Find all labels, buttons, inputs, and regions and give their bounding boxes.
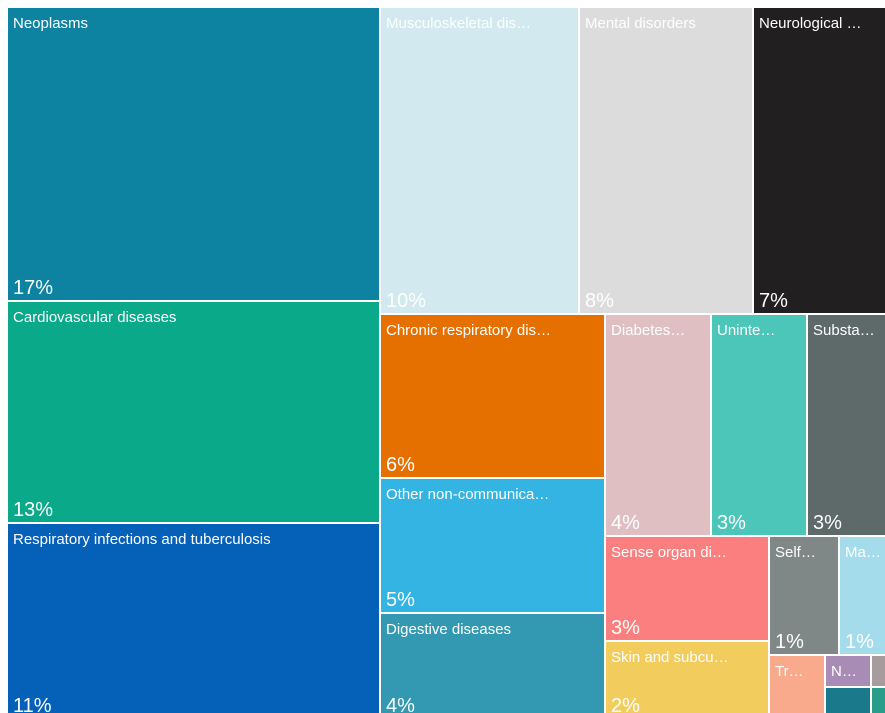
tile: N… bbox=[826, 656, 870, 686]
tile-value: 1% bbox=[845, 631, 874, 653]
tile bbox=[826, 688, 870, 713]
tile bbox=[872, 688, 885, 713]
tile-value: 2% bbox=[611, 695, 640, 713]
tile-rect bbox=[8, 524, 379, 713]
tile-value: 3% bbox=[813, 512, 842, 534]
tile-rect bbox=[872, 656, 885, 686]
tile-rect bbox=[8, 8, 379, 300]
tile-value: 7% bbox=[759, 290, 788, 312]
tile-label: Respiratory infections and tuberculosis bbox=[13, 531, 271, 548]
tile-label: Mental disorders bbox=[585, 15, 696, 32]
tile: Cardiovascular diseases 13% bbox=[8, 302, 379, 522]
tile-label: N… bbox=[831, 663, 857, 680]
tile-rect bbox=[770, 656, 824, 713]
tile-label: Diabetes… bbox=[611, 322, 685, 339]
tile: Musculoskeletal dis… 10% bbox=[381, 8, 578, 313]
tile-rect bbox=[381, 614, 604, 713]
tile: Sense organ di… 3% bbox=[606, 537, 768, 640]
tile-label: Neurological … bbox=[759, 15, 862, 32]
tile bbox=[872, 656, 885, 686]
tile: Substa… 3% bbox=[808, 315, 885, 535]
tile-label: Substa… bbox=[813, 322, 875, 339]
tile-value: 13% bbox=[13, 499, 53, 521]
tile: Diabetes… 4% bbox=[606, 315, 710, 535]
tile: Respiratory infections and tuberculosis 1… bbox=[8, 524, 379, 713]
tile-rect bbox=[808, 315, 885, 535]
tile-label: Chronic respiratory dis… bbox=[386, 322, 551, 339]
tile-rect bbox=[712, 315, 806, 535]
tile-rect bbox=[381, 479, 604, 612]
tile-rect bbox=[770, 537, 838, 654]
tile-label: Cardiovascular diseases bbox=[13, 309, 176, 326]
tile-value: 3% bbox=[717, 512, 746, 534]
tile-value: 4% bbox=[386, 695, 415, 713]
tile-label: Neoplasms bbox=[13, 15, 88, 32]
tile-value: 1% bbox=[775, 631, 804, 653]
tile: Digestive diseases 4% bbox=[381, 614, 604, 713]
tile-value: 10% bbox=[386, 290, 426, 312]
tile-value: 17% bbox=[13, 277, 53, 299]
tile-value: 3% bbox=[611, 617, 640, 639]
tile-value: 8% bbox=[585, 290, 614, 312]
tile-rect bbox=[754, 8, 885, 313]
tile: Neoplasms 17% bbox=[8, 8, 379, 300]
tile: Tr… bbox=[770, 656, 824, 713]
tile-label: Digestive diseases bbox=[386, 621, 511, 638]
tile-label: Sense organ di… bbox=[611, 544, 727, 561]
tile: Neurological … 7% bbox=[754, 8, 885, 313]
tile-rect bbox=[840, 537, 885, 654]
tile: Skin and subcu… 2% bbox=[606, 642, 768, 713]
tile-rect bbox=[606, 537, 768, 640]
tile-rect bbox=[826, 688, 870, 713]
tile-label: Musculoskeletal dis… bbox=[386, 15, 531, 32]
tile-value: 4% bbox=[611, 512, 640, 534]
tile-rect bbox=[606, 315, 710, 535]
tile: Uninte… 3% bbox=[712, 315, 806, 535]
tile-label: Uninte… bbox=[717, 322, 775, 339]
tile-value: 6% bbox=[386, 454, 415, 476]
tile-label: Skin and subcu… bbox=[611, 649, 729, 666]
tile: Mental disorders 8% bbox=[580, 8, 752, 313]
tile: Other non-communica… 5% bbox=[381, 479, 604, 612]
tile-label: Other non-communica… bbox=[386, 486, 549, 503]
tile-rect bbox=[826, 656, 870, 686]
tile-rect bbox=[580, 8, 752, 313]
tile: Self… 1% bbox=[770, 537, 838, 654]
tile: Chronic respiratory dis… 6% bbox=[381, 315, 604, 477]
tile-rect bbox=[381, 315, 604, 477]
tile-value: 11% bbox=[13, 695, 52, 713]
tile-rect bbox=[381, 8, 578, 313]
tile-label: Ma… bbox=[845, 544, 881, 561]
tile-label: Tr… bbox=[775, 663, 804, 680]
tile: Ma… 1% bbox=[840, 537, 885, 654]
tile-label: Self… bbox=[775, 544, 816, 561]
tile-rect bbox=[8, 302, 379, 522]
tile-rect bbox=[872, 688, 885, 713]
tile-value: 5% bbox=[386, 589, 415, 611]
tile-rect bbox=[606, 642, 768, 713]
